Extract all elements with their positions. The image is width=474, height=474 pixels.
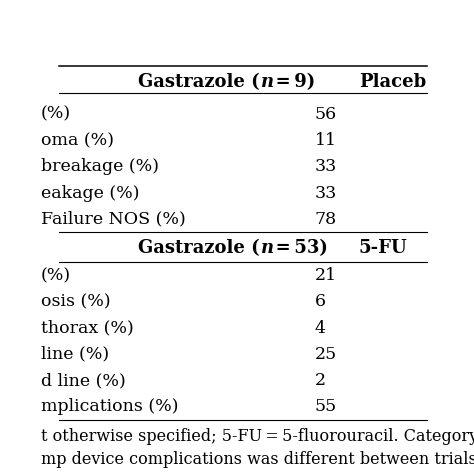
Text: 25: 25 <box>315 346 337 363</box>
Text: mp device complications was different between trials A and B: mp device complications was different be… <box>41 451 474 467</box>
Text: = 53): = 53) <box>272 239 328 257</box>
Text: thorax (%): thorax (%) <box>41 319 134 337</box>
Text: 2: 2 <box>315 372 326 389</box>
Text: breakage (%): breakage (%) <box>41 158 159 175</box>
Text: oma (%): oma (%) <box>41 132 114 149</box>
Text: n: n <box>261 239 274 257</box>
Text: mplications (%): mplications (%) <box>41 398 178 415</box>
Text: 33: 33 <box>315 184 337 201</box>
Text: 5-FU: 5-FU <box>359 239 407 257</box>
Text: Gastrazole (: Gastrazole ( <box>138 73 259 91</box>
Text: 78: 78 <box>315 211 337 228</box>
Text: osis (%): osis (%) <box>41 293 110 310</box>
Text: Gastrazole (: Gastrazole ( <box>138 239 259 257</box>
Text: 11: 11 <box>315 132 337 149</box>
Text: eakage (%): eakage (%) <box>41 184 139 201</box>
Text: 56: 56 <box>315 106 337 123</box>
Text: n: n <box>261 73 274 91</box>
Text: d line (%): d line (%) <box>41 372 126 389</box>
Text: (%): (%) <box>41 267 71 284</box>
Text: 4: 4 <box>315 319 326 337</box>
Text: = 9): = 9) <box>272 73 316 91</box>
Text: (%): (%) <box>41 106 71 123</box>
Text: 21: 21 <box>315 267 337 284</box>
Text: 6: 6 <box>315 293 326 310</box>
Text: Placeb: Placeb <box>359 73 426 91</box>
Text: line (%): line (%) <box>41 346 109 363</box>
Text: 55: 55 <box>315 398 337 415</box>
Text: Failure NOS (%): Failure NOS (%) <box>41 211 186 228</box>
Text: t otherwise specified; 5-FU = 5-fluorouracil. Category coding fo: t otherwise specified; 5-FU = 5-fluorour… <box>41 428 474 445</box>
Text: 33: 33 <box>315 158 337 175</box>
